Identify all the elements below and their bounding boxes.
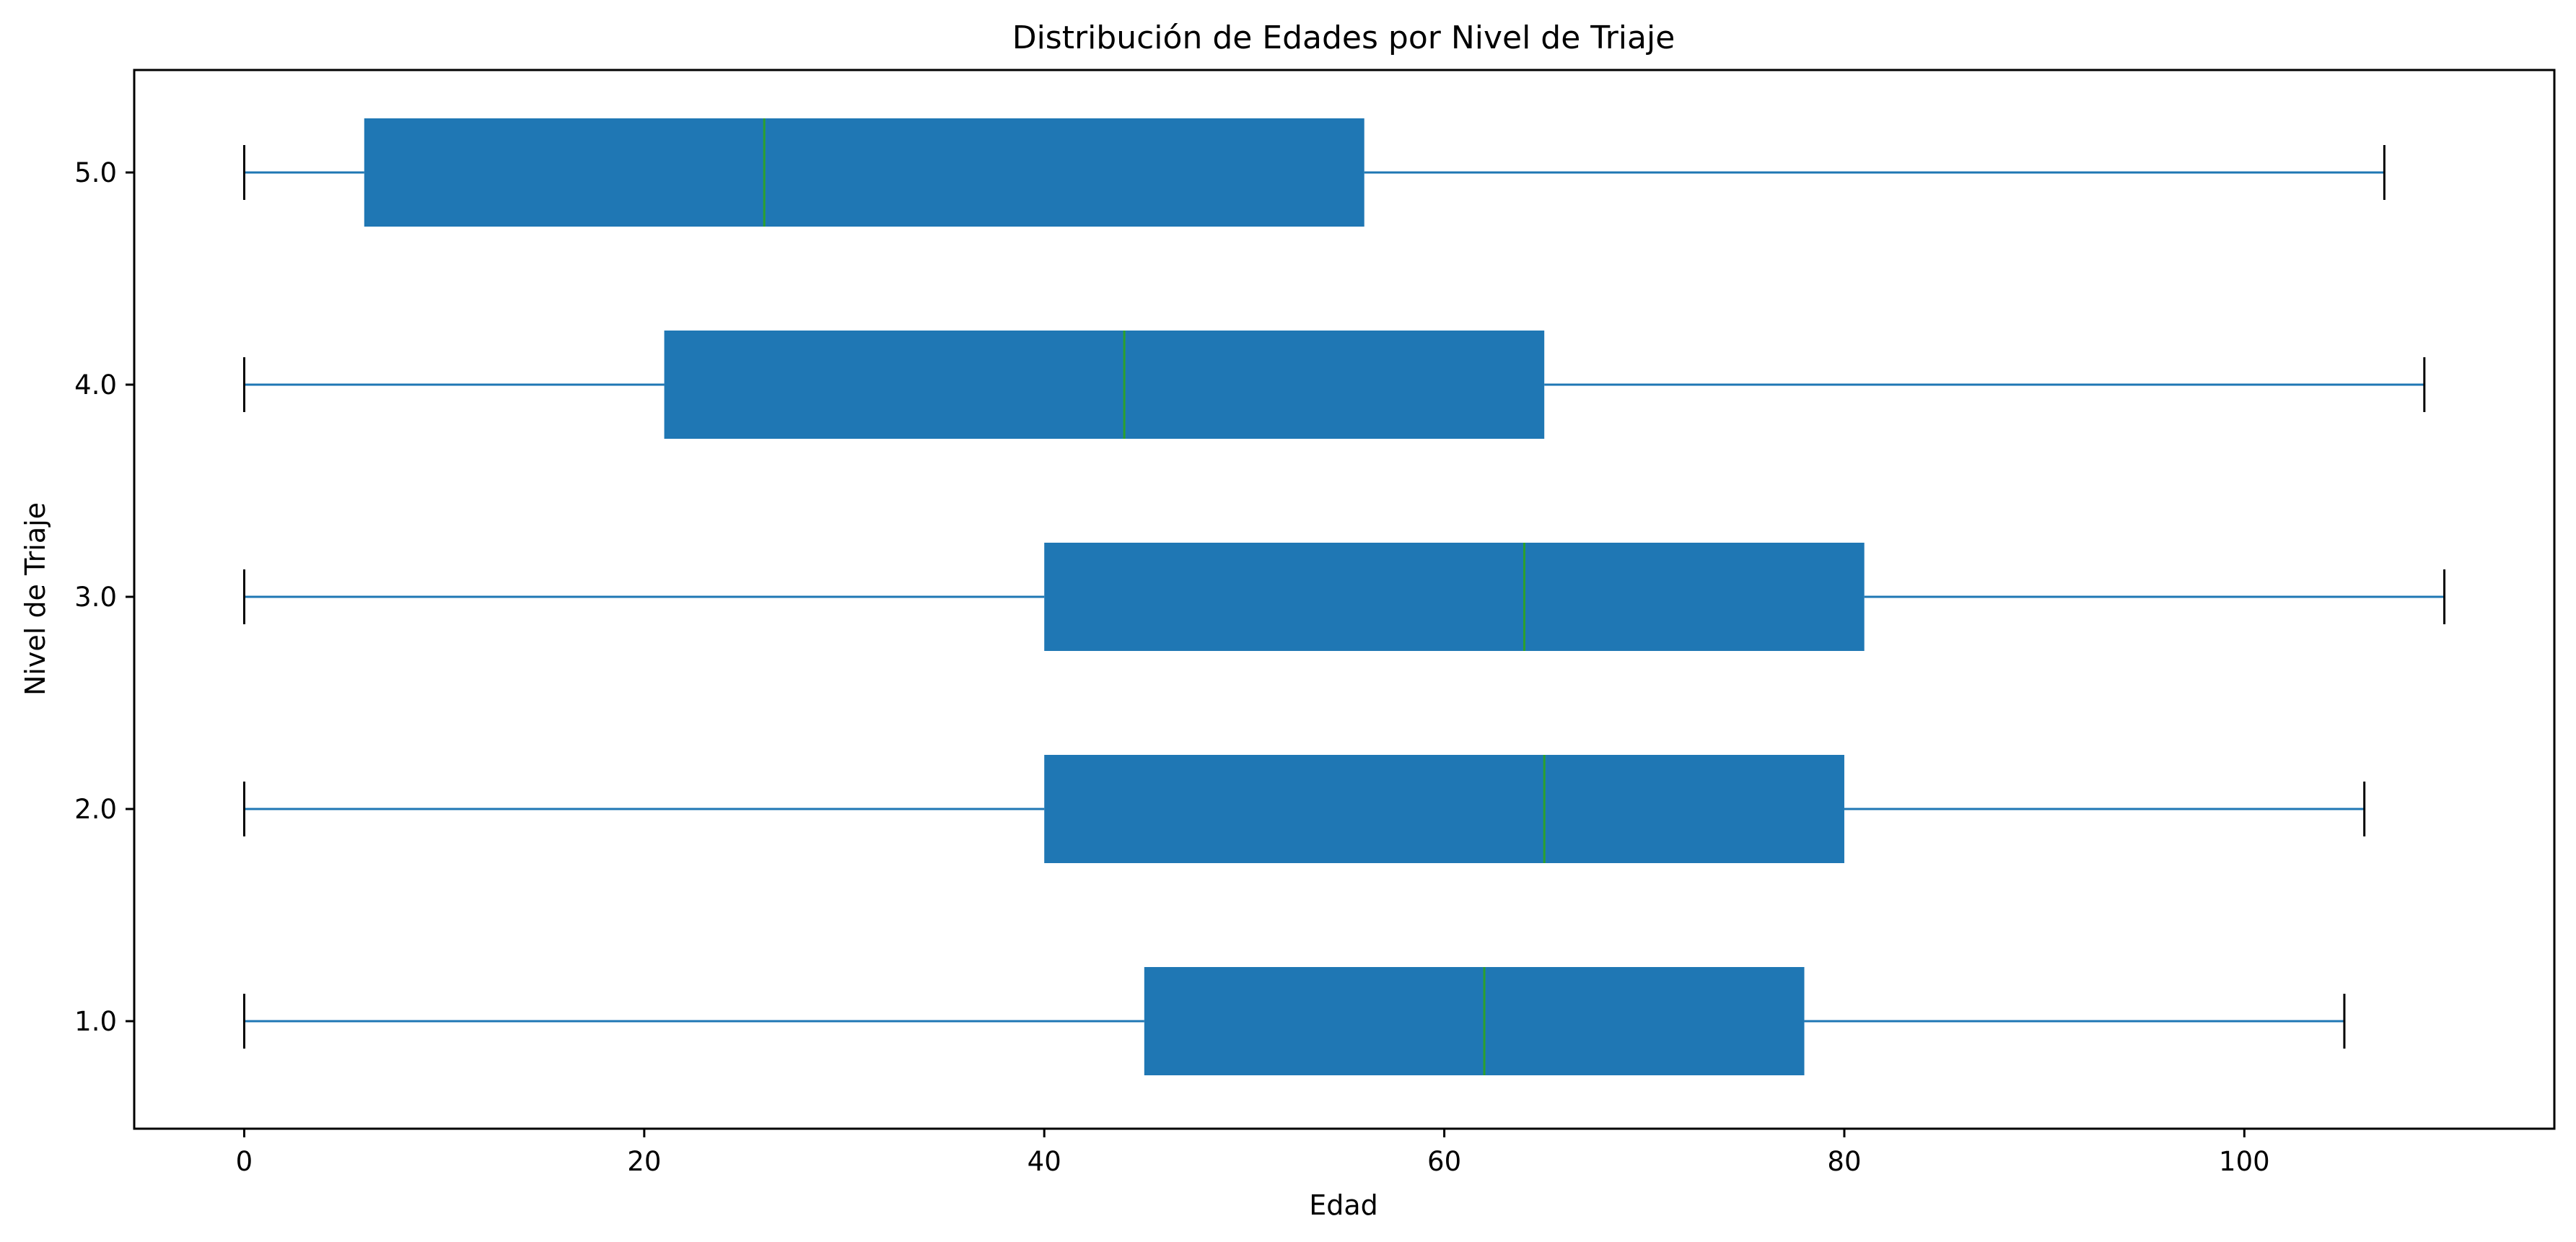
box-iqr — [1044, 755, 1844, 863]
y-axis-ticks: 1.0 2.0 3.0 4.0 5.0 — [74, 157, 134, 1037]
box-4.0 — [242, 331, 2426, 439]
box-group — [242, 118, 2446, 1075]
x-axis-label: Edad — [1309, 1189, 1378, 1221]
box-5.0 — [242, 118, 2386, 227]
x-axis-ticks: 0 20 40 60 80 100 — [236, 1129, 2270, 1177]
box-iqr — [664, 331, 1545, 439]
y-tick-label: 1.0 — [74, 1006, 117, 1037]
y-axis-label: Nivel de Triaje — [19, 502, 51, 696]
y-tick-label: 2.0 — [74, 794, 117, 825]
y-tick-label: 4.0 — [74, 369, 117, 401]
box-iqr — [364, 118, 1364, 227]
box-iqr — [1044, 543, 1865, 651]
x-tick-label: 80 — [1827, 1146, 1861, 1177]
box-2.0 — [242, 755, 2366, 863]
y-tick-label: 5.0 — [74, 157, 117, 188]
box-iqr — [1144, 967, 1805, 1075]
x-tick-label: 0 — [236, 1146, 253, 1177]
box-3.0 — [242, 543, 2446, 651]
x-tick-label: 60 — [1427, 1146, 1461, 1177]
x-tick-label: 20 — [627, 1146, 661, 1177]
chart-title: Distribución de Edades por Nivel de Tria… — [1012, 19, 1675, 56]
plot-frame — [133, 69, 2556, 1130]
x-tick-label: 40 — [1028, 1146, 1061, 1177]
box-1.0 — [242, 967, 2346, 1075]
y-tick-label: 3.0 — [74, 582, 117, 613]
x-tick-label: 100 — [2219, 1146, 2270, 1177]
